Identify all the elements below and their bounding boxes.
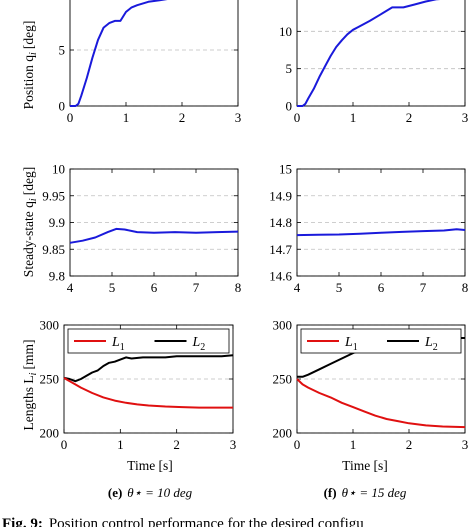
y-tick-label: 250 — [273, 372, 293, 387]
legend-label: L2 — [192, 335, 206, 353]
y-tick-label: 200 — [40, 426, 60, 441]
y-tick-label: 300 — [273, 318, 293, 333]
y-tick-label: 0 — [59, 99, 66, 114]
y-tick-label: 9.85 — [42, 242, 65, 257]
y-tick-label: 14.9 — [269, 188, 292, 203]
figure-caption: Fig. 9: Position control performance for … — [2, 516, 364, 527]
x-tick-label: 7 — [193, 280, 200, 295]
x-tick-label: 3 — [462, 437, 469, 452]
series-line-blue — [296, 228, 466, 237]
x-tick-label: 0 — [294, 110, 301, 125]
x-tick-label: 5 — [109, 280, 116, 295]
series-line-blue — [70, 0, 168, 107]
plot-frame — [69, 0, 239, 107]
y-tick-label: 9.8 — [49, 269, 65, 284]
x-tick-label: 1 — [123, 110, 130, 125]
legend-label: L1 — [344, 335, 358, 353]
series-line-red — [63, 377, 233, 409]
y-tick-label: 15 — [279, 162, 292, 177]
x-tick-label: 5 — [336, 280, 343, 295]
series-line-black — [63, 354, 234, 383]
x-tick-label: 1 — [117, 437, 124, 452]
y-tick-label: 14.8 — [269, 215, 292, 230]
row1-y-axis-label: Position qi[deg] — [21, 21, 39, 110]
x-tick-label: 1 — [350, 437, 357, 452]
series-line-blue — [297, 0, 441, 107]
x-tick-label: 0 — [67, 110, 74, 125]
row3-y-axis-label: Lengths Li[mm] — [21, 340, 39, 431]
legend: L1 L2 — [67, 328, 230, 354]
y-tick-label: 9.9 — [49, 215, 65, 230]
subcaption-e: (e) θ⋆ = 10 deg — [108, 485, 193, 500]
x-axis-label-left: Time [s] — [127, 458, 173, 473]
chart-pos-15: 0 5 10 0 1 2 3 — [279, 0, 468, 125]
y-tick-label: 10 — [52, 162, 65, 177]
legend-label: L1 — [111, 335, 125, 353]
chart-ss-10: 9.8 9.85 9.9 9.95 10 4 5 6 7 8 — [42, 162, 241, 296]
y-tick-label: 5 — [286, 61, 293, 76]
y-tick-label: 0 — [286, 99, 293, 114]
row2-y-axis-label: Steady-state qi[deg] — [21, 167, 39, 277]
x-tick-label: 4 — [294, 280, 301, 295]
x-tick-label: 2 — [179, 110, 186, 125]
y-tick-label: 9.95 — [42, 188, 65, 203]
chart-ss-15: 14.6 14.7 14.8 14.9 15 4 5 6 7 8 — [269, 162, 468, 296]
x-tick-label: 0 — [294, 437, 301, 452]
plot-frame — [296, 0, 466, 107]
y-tick-label: 10 — [279, 24, 292, 39]
x-tick-label: 2 — [173, 437, 180, 452]
x-tick-label: 7 — [420, 280, 427, 295]
y-tick-label: 200 — [273, 426, 293, 441]
x-tick-label: 3 — [462, 110, 469, 125]
legend-label: L2 — [424, 335, 438, 353]
x-tick-label: 1 — [350, 110, 357, 125]
series-line-blue — [69, 227, 239, 244]
x-axis-label-right: Time [s] — [342, 458, 388, 473]
chart-pos-10: 0 5 0 1 2 3 — [59, 0, 242, 125]
y-tick-label: 300 — [40, 318, 60, 333]
x-tick-label: 3 — [230, 437, 237, 452]
legend: L1 L2 — [300, 328, 462, 354]
x-tick-label: 6 — [378, 280, 385, 295]
y-tick-label: 5 — [59, 43, 66, 58]
series-line-red — [296, 378, 466, 429]
x-tick-label: 2 — [406, 437, 413, 452]
y-tick-label: 250 — [40, 372, 60, 387]
x-tick-label: 8 — [235, 280, 242, 295]
chart-len-10: 200 250 300 0 1 2 3 L1 L2 — [40, 318, 237, 453]
x-tick-label: 4 — [67, 280, 74, 295]
x-tick-label: 2 — [406, 110, 413, 125]
subcaption-f: (f) θ⋆ = 15 deg — [324, 485, 407, 500]
chart-len-15: 200 250 300 0 1 2 3 L1 L2 — [273, 318, 469, 453]
x-tick-label: 6 — [151, 280, 158, 295]
x-tick-label: 3 — [235, 110, 242, 125]
y-tick-label: 14.7 — [269, 242, 292, 257]
x-tick-label: 0 — [61, 437, 68, 452]
x-tick-label: 8 — [462, 280, 469, 295]
y-tick-label: 14.6 — [269, 269, 292, 284]
